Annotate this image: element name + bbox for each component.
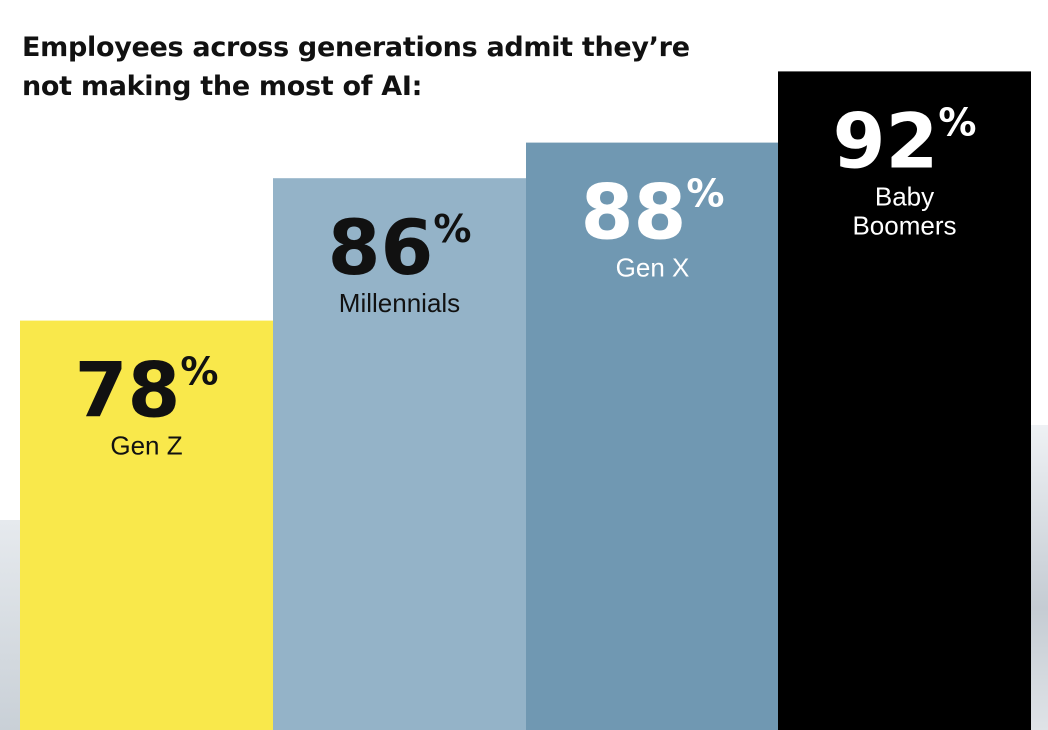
category-label-gen-x: Gen X [616,253,690,283]
value-number-millennials: 86 [328,203,434,292]
value-number-baby-boomers: 92 [833,96,939,185]
background-photo-right [1030,425,1048,730]
category-label-gen-z: Gen Z [110,431,182,461]
value-suffix-gen-z: % [180,350,218,394]
value-suffix-baby-boomers: % [938,100,976,144]
bar-group-millennials: 86%Millennials [273,178,526,730]
category-label-millennials: Millennials [339,288,460,318]
value-suffix-gen-x: % [686,172,724,216]
chart-title: Employees across generations admit they’… [22,32,690,102]
value-label-gen-z: 78% [75,346,219,435]
value-number-gen-z: 78 [75,346,181,435]
bar-gen-z [20,320,273,730]
bar-group-gen-z: 78%Gen Z [20,320,273,730]
value-suffix-millennials: % [433,207,471,251]
category-label-baby-boomers-line-2: Boomers [852,210,956,240]
bar-group-gen-x: 88%Gen X [526,142,779,730]
value-number-gen-x: 88 [581,168,687,257]
category-label-baby-boomers-line-1: Baby [875,181,934,211]
bar-gen-x [526,142,779,730]
value-label-millennials: 86% [328,203,472,292]
value-label-gen-x: 88% [581,168,725,257]
bar-millennials [273,178,526,730]
bar-baby-boomers [778,71,1031,730]
value-label-baby-boomers: 92% [833,96,977,185]
